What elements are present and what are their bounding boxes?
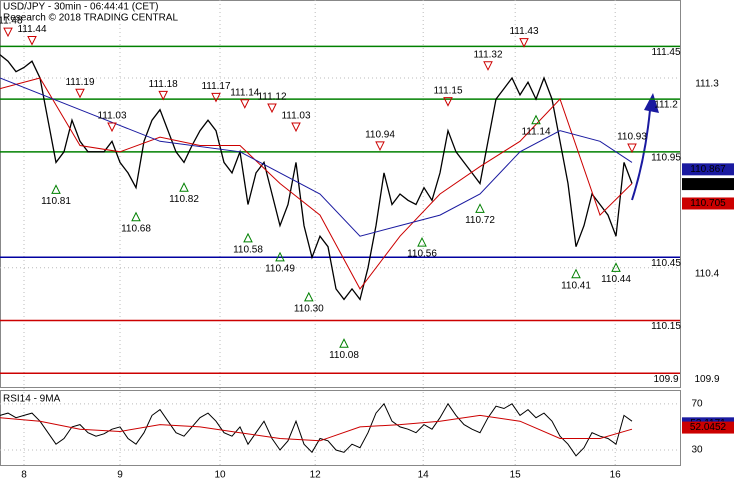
low-label: 110.41 bbox=[561, 280, 591, 291]
low-marker bbox=[531, 114, 541, 125]
high-marker bbox=[107, 122, 117, 133]
price-box bbox=[682, 421, 734, 434]
rsi-tick-label: 30 bbox=[691, 445, 703, 456]
high-label: 111.48 bbox=[0, 16, 23, 27]
x-tick-label: 12 bbox=[310, 470, 322, 480]
high-marker bbox=[239, 99, 250, 109]
low-marker bbox=[303, 291, 314, 302]
x-tick-label: 10 bbox=[214, 470, 226, 480]
low-label: 110.81 bbox=[41, 196, 71, 207]
low-label: 110.82 bbox=[169, 194, 199, 205]
high-marker bbox=[375, 141, 385, 152]
low-marker bbox=[571, 268, 581, 279]
low-label: 110.08 bbox=[329, 350, 359, 361]
main-panel bbox=[0, 0, 681, 388]
low-label: 110.49 bbox=[265, 263, 295, 274]
high-marker bbox=[158, 90, 169, 101]
price-box-label: 110.797 bbox=[690, 179, 726, 190]
series-line bbox=[0, 77, 633, 290]
high-label: 111.15 bbox=[433, 85, 463, 96]
low-marker bbox=[475, 203, 485, 213]
high-label: 111.32 bbox=[473, 49, 503, 60]
level-label: 110.95 bbox=[651, 152, 681, 163]
high-label: 110.93 bbox=[617, 132, 647, 143]
low-marker bbox=[339, 338, 349, 348]
level-label: 110.15 bbox=[651, 321, 681, 332]
low-label: 110.58 bbox=[233, 244, 263, 255]
y-tick-label: 110.4 bbox=[695, 268, 720, 279]
x-tick-label: 8 bbox=[21, 470, 27, 480]
low-marker bbox=[131, 211, 141, 222]
low-label: 110.30 bbox=[294, 304, 324, 315]
chart-title: USD/JPY - 30min - 06:44:41 (CET) bbox=[3, 2, 158, 13]
x-tick-label: 15 bbox=[510, 470, 522, 480]
level-label: 111.2 bbox=[654, 100, 678, 111]
low-label: 110.72 bbox=[465, 215, 495, 226]
high-label: 111.43 bbox=[509, 26, 539, 37]
y-tick-label: 111.3 bbox=[695, 79, 719, 90]
high-label: 111.03 bbox=[97, 111, 127, 122]
high-label: 111.19 bbox=[65, 77, 95, 88]
price-box-label: 110.867 bbox=[690, 164, 726, 175]
rsi-title: RSI14 - 9MA bbox=[3, 394, 61, 405]
low-label: 111.14 bbox=[521, 126, 551, 137]
high-label: 111.17 bbox=[201, 81, 231, 92]
low-marker bbox=[243, 232, 253, 243]
level-label: 109.9 bbox=[653, 374, 678, 385]
series-line bbox=[0, 414, 633, 442]
high-marker bbox=[627, 143, 637, 154]
high-marker bbox=[75, 88, 85, 99]
price-box bbox=[682, 178, 734, 191]
low-label: 110.68 bbox=[121, 223, 151, 234]
high-label: 111.14 bbox=[230, 87, 260, 98]
high-label: 111.18 bbox=[149, 79, 179, 90]
high-label: 111.44 bbox=[17, 24, 47, 35]
series-line bbox=[0, 77, 633, 237]
high-marker bbox=[3, 27, 13, 38]
level-label: 111.45 bbox=[651, 47, 681, 58]
high-marker bbox=[27, 36, 37, 46]
high-label: 111.12 bbox=[257, 92, 287, 103]
high-marker bbox=[519, 38, 529, 48]
x-tick-label: 9 bbox=[117, 470, 123, 480]
y-tick-label: 109.9 bbox=[694, 374, 719, 385]
high-marker bbox=[211, 92, 221, 103]
series-line bbox=[0, 54, 633, 301]
price-box-label: 110.705 bbox=[690, 198, 726, 209]
rsi-tick-label: 70 bbox=[691, 398, 703, 409]
level-label: 110.45 bbox=[651, 258, 681, 269]
low-marker bbox=[179, 182, 189, 192]
low-marker bbox=[275, 251, 285, 262]
low-marker bbox=[51, 184, 61, 194]
rsi-panel bbox=[0, 390, 681, 466]
high-marker bbox=[443, 97, 453, 107]
forecast-arrow bbox=[631, 109, 651, 201]
price-box-label: 52.0452 bbox=[690, 422, 727, 433]
low-label: 110.44 bbox=[601, 274, 631, 285]
low-marker bbox=[611, 262, 621, 272]
high-label: 110.94 bbox=[365, 130, 395, 141]
series-line bbox=[0, 402, 633, 457]
low-label: 110.56 bbox=[407, 249, 437, 260]
x-tick-label: 14 bbox=[418, 470, 430, 480]
high-marker bbox=[267, 103, 277, 114]
high-label: 111.03 bbox=[281, 111, 311, 122]
high-marker bbox=[291, 122, 301, 133]
price-box bbox=[682, 163, 734, 176]
high-marker bbox=[483, 61, 493, 71]
x-tick-label: 16 bbox=[610, 470, 622, 480]
price-box bbox=[682, 197, 734, 210]
forecast-arrowhead bbox=[644, 93, 659, 113]
chart-subtitle: Research © 2018 TRADING CENTRAL bbox=[3, 13, 178, 24]
low-marker bbox=[417, 236, 427, 247]
